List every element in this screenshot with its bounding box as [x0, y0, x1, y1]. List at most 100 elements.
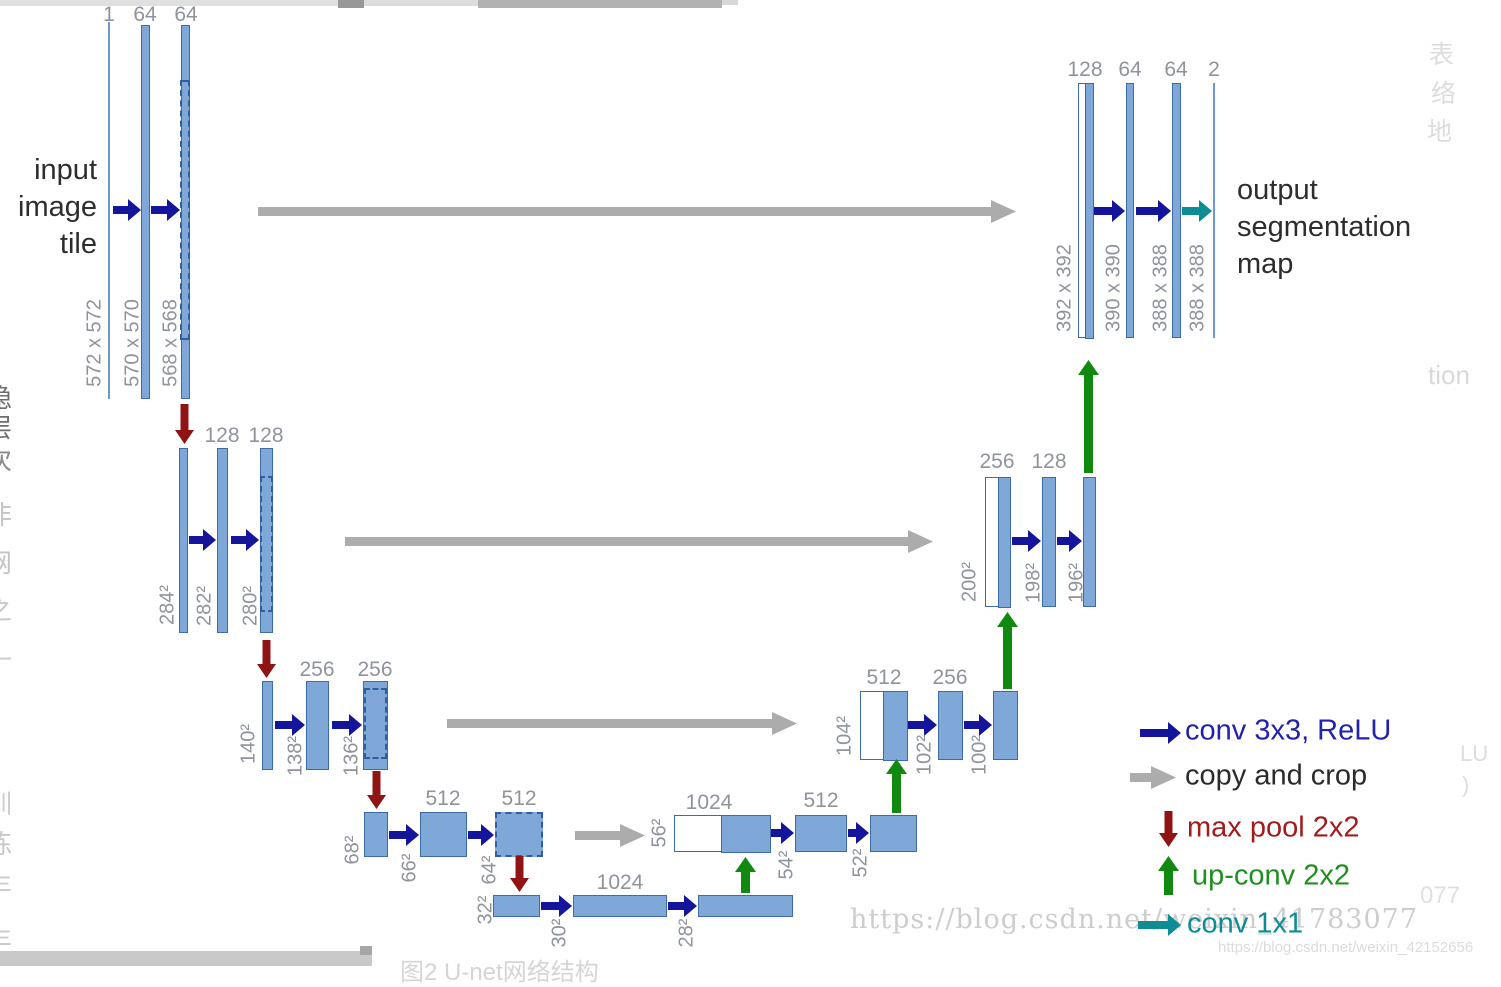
- feature-map-bar: [217, 448, 228, 633]
- feature-size-label: 52²: [849, 848, 872, 878]
- output-label-line3: map: [1237, 248, 1294, 280]
- feature-size-label: 100²: [968, 734, 991, 776]
- output-label-line1: output: [1237, 174, 1318, 206]
- conv3x3-arrow: [668, 895, 697, 917]
- conv3x3-arrow: [771, 822, 794, 844]
- conv3x3-arrow: [189, 529, 216, 551]
- feature-size-label: 196²: [1065, 562, 1088, 604]
- feature-map-bar: [495, 812, 543, 857]
- feature-map-bar: [262, 681, 273, 770]
- channel-count-label: 256: [979, 450, 1015, 473]
- crop-region-dashed: [180, 80, 190, 340]
- legend-label-conv: conv 3x3, ReLU: [1185, 714, 1392, 747]
- conv3x3-arrow: [275, 714, 305, 736]
- feature-size-label: 282²: [193, 585, 216, 627]
- channel-count-label: 1024: [685, 791, 733, 814]
- concat-feature-map: [985, 476, 1011, 608]
- feature-size-label: 56²: [648, 818, 671, 848]
- clipped-edge-glyph: 一: [0, 640, 12, 677]
- feature-size-label: 102²: [913, 734, 936, 776]
- feature-map-bar: [363, 681, 388, 770]
- conv3x3-arrow: [1094, 200, 1125, 222]
- conv1x1-arrow: [1138, 914, 1181, 936]
- feature-map-bar: [698, 895, 793, 917]
- concat-upconv-half: [997, 476, 1011, 608]
- feature-map-bar: [573, 895, 667, 917]
- feature-map-bar: [1126, 83, 1134, 338]
- channel-count-label: 256: [357, 658, 393, 681]
- conv3x3-arrow: [1140, 722, 1181, 744]
- screen-artifact-strip: [0, 0, 338, 6]
- feature-size-label: 388 x 388: [1149, 244, 1172, 332]
- feature-map-bar: [420, 812, 467, 857]
- feature-size-label: 104²: [833, 715, 856, 757]
- conv3x3-arrow: [389, 824, 419, 846]
- feature-size-label: 138²: [284, 735, 307, 777]
- ghost-watermark-text: 地: [1427, 118, 1453, 146]
- copy-crop-arrow: [258, 199, 1016, 223]
- channel-count-label: 64: [1118, 58, 1142, 81]
- concat-upconv-half: [720, 814, 771, 853]
- feature-size-label: 30²: [548, 918, 571, 948]
- upconv-arrow: [885, 759, 907, 813]
- concat-upconv-half: [1084, 82, 1094, 339]
- channel-count-label: 512: [803, 789, 839, 812]
- feature-map-bar: [938, 691, 963, 760]
- feature-map-bar: [179, 448, 188, 633]
- clipped-edge-glyph: 丰: [0, 866, 12, 903]
- channel-count-label: 64: [174, 3, 198, 26]
- ghost-watermark-text: 络: [1431, 80, 1457, 108]
- legend-label-pool: max pool 2x2: [1187, 811, 1360, 844]
- copy-crop-arrow: [575, 823, 645, 847]
- legend-label-copy: copy and crop: [1185, 759, 1368, 792]
- copy-crop-arrow: [447, 711, 797, 735]
- concat-feature-map: [1078, 82, 1094, 339]
- ghost-watermark-text: 077: [1420, 882, 1461, 909]
- conv3x3-arrow: [541, 895, 572, 917]
- feature-map-bar: [795, 815, 847, 852]
- concat-feature-map: [860, 690, 908, 761]
- watermark-url-large: https://blog.csdn.net/weixin_41783077: [850, 904, 1419, 935]
- ghost-watermark-text: LU: [1460, 741, 1489, 766]
- legend-label-up: up-conv 2x2: [1192, 859, 1350, 892]
- screen-artifact-strip: [364, 0, 478, 6]
- input-label-line3: tile: [59, 228, 97, 260]
- screen-artifact-strip: [478, 0, 722, 8]
- input-label-line2: image: [18, 191, 97, 223]
- conv3x3-arrow: [332, 714, 362, 736]
- feature-map-bar: [364, 812, 388, 857]
- channel-count-label: 128: [1031, 450, 1067, 473]
- screen-artifact-strip: [360, 946, 372, 955]
- feature-size-label: 390 x 390: [1102, 244, 1125, 332]
- channel-count-label: 128: [1067, 58, 1103, 81]
- clipped-edge-glyph: 次: [0, 440, 12, 477]
- feature-size-label: 66²: [398, 853, 421, 883]
- maxpool-arrow: [174, 404, 194, 444]
- conv3x3-arrow: [848, 822, 869, 844]
- channel-count-label: 512: [501, 787, 537, 810]
- conv3x3-arrow: [1012, 530, 1041, 552]
- channel-count-label: 1024: [596, 871, 644, 894]
- channel-count-label: 64: [133, 3, 157, 26]
- maxpool-arrow: [1158, 811, 1178, 847]
- maxpool-arrow: [256, 640, 276, 678]
- feature-map-bar: [993, 691, 1018, 760]
- feature-size-label: 392 x 392: [1053, 244, 1076, 332]
- screen-artifact-strip: [338, 0, 364, 8]
- conv1x1-arrow: [1182, 200, 1212, 222]
- clipped-edge-glyph: 隐: [0, 378, 12, 415]
- upconv-arrow: [1077, 360, 1099, 473]
- feature-map-bar: [1083, 477, 1096, 607]
- clipped-edge-glyph: 之: [0, 590, 12, 627]
- channel-count-label: 512: [425, 787, 461, 810]
- feature-size-label: 198²: [1022, 562, 1045, 604]
- feature-size-label: 54²: [775, 850, 798, 880]
- legend-label-conv1: conv 1x1: [1187, 907, 1304, 940]
- conv3x3-arrow: [1057, 530, 1082, 552]
- channel-count-label: 2: [1208, 58, 1220, 81]
- clipped-edge-glyph: 训: [0, 784, 12, 821]
- feature-map-bar: [1172, 83, 1181, 338]
- feature-size-label: 570 x 570: [121, 299, 144, 387]
- concat-feature-map: [674, 814, 771, 853]
